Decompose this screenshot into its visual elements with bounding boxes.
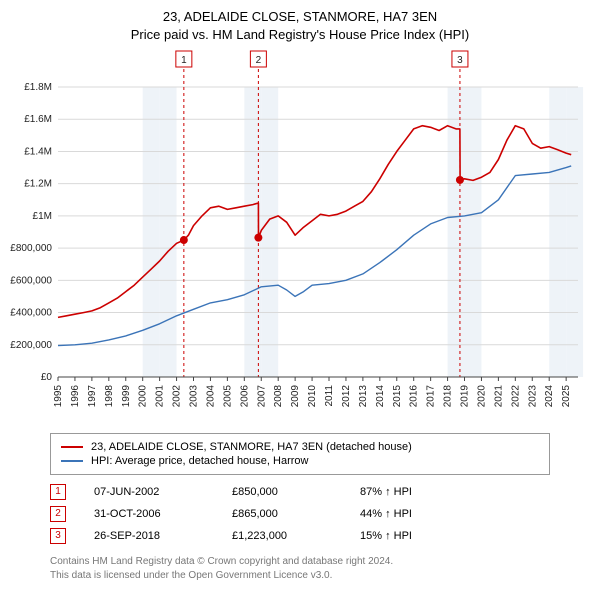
- legend-label-property: 23, ADELAIDE CLOSE, STANMORE, HA7 3EN (d…: [91, 441, 412, 453]
- tx-date: 07-JUN-2002: [94, 486, 204, 498]
- svg-text:2014: 2014: [375, 385, 386, 408]
- svg-text:2004: 2004: [205, 385, 216, 408]
- tx-marker-1: 1: [50, 484, 66, 500]
- chart-area: £0 £200,000 £400,000 £600,000 £800,000 £1M £1.…: [10, 47, 590, 427]
- table-row: 3 26-SEP-2018 £1,223,000 15% ↑ HPI: [50, 525, 550, 547]
- legend-swatch-hpi: [61, 460, 83, 462]
- svg-text:2019: 2019: [460, 385, 471, 408]
- chart-title: 23, ADELAIDE CLOSE, STANMORE, HA7 3EN Pr…: [10, 8, 590, 43]
- svg-text:2022: 2022: [510, 385, 521, 408]
- svg-text:2003: 2003: [189, 385, 200, 408]
- transaction-table: 1 07-JUN-2002 £850,000 87% ↑ HPI 2 31-OC…: [50, 481, 550, 547]
- svg-text:2: 2: [256, 55, 262, 66]
- svg-text:2010: 2010: [307, 385, 318, 408]
- svg-text:2013: 2013: [358, 385, 369, 408]
- svg-text:1997: 1997: [87, 385, 98, 408]
- chart-svg: £0 £200,000 £400,000 £600,000 £800,000 £1M £1.…: [10, 47, 590, 427]
- tx-date: 26-SEP-2018: [94, 530, 204, 542]
- svg-text:2021: 2021: [493, 385, 504, 408]
- svg-text:£400,000: £400,000: [10, 308, 52, 319]
- svg-text:2020: 2020: [476, 385, 487, 408]
- svg-text:2025: 2025: [561, 385, 572, 408]
- svg-text:£600,000: £600,000: [10, 275, 52, 286]
- svg-text:1999: 1999: [121, 385, 132, 408]
- legend-swatch-property: [61, 446, 83, 448]
- footer-line-1: Contains HM Land Registry data © Crown c…: [50, 555, 550, 569]
- svg-text:2016: 2016: [409, 385, 420, 408]
- svg-text:£1M: £1M: [33, 211, 52, 222]
- tx-price: £865,000: [232, 508, 332, 520]
- table-row: 1 07-JUN-2002 £850,000 87% ↑ HPI: [50, 481, 550, 503]
- tx-delta: 44% ↑ HPI: [360, 508, 460, 520]
- svg-text:£200,000: £200,000: [10, 340, 52, 351]
- legend-row-hpi: HPI: Average price, detached house, Harr…: [61, 454, 539, 468]
- svg-text:£1.2M: £1.2M: [24, 179, 52, 190]
- svg-text:£1.6M: £1.6M: [24, 114, 52, 125]
- svg-text:2006: 2006: [239, 385, 250, 408]
- svg-text:2023: 2023: [527, 385, 538, 408]
- svg-text:2005: 2005: [222, 385, 233, 408]
- svg-text:1998: 1998: [104, 385, 115, 408]
- legend-label-hpi: HPI: Average price, detached house, Harr…: [91, 455, 308, 467]
- tx-price: £1,223,000: [232, 530, 332, 542]
- svg-text:3: 3: [457, 55, 463, 66]
- svg-text:2000: 2000: [138, 385, 149, 408]
- svg-text:£1.8M: £1.8M: [24, 82, 52, 93]
- tx-delta: 87% ↑ HPI: [360, 486, 460, 498]
- svg-text:2011: 2011: [324, 385, 335, 407]
- footer: Contains HM Land Registry data © Crown c…: [50, 555, 550, 582]
- tx-delta: 15% ↑ HPI: [360, 530, 460, 542]
- svg-text:2001: 2001: [155, 385, 166, 408]
- svg-text:2008: 2008: [273, 385, 284, 408]
- title-line-1: 23, ADELAIDE CLOSE, STANMORE, HA7 3EN: [10, 8, 590, 26]
- tx-date: 31-OCT-2006: [94, 508, 204, 520]
- table-row: 2 31-OCT-2006 £865,000 44% ↑ HPI: [50, 503, 550, 525]
- svg-text:2018: 2018: [443, 385, 454, 408]
- chart-container: 23, ADELAIDE CLOSE, STANMORE, HA7 3EN Pr…: [0, 0, 600, 592]
- footer-line-2: This data is licensed under the Open Gov…: [50, 569, 550, 583]
- tx-marker-2: 2: [50, 506, 66, 522]
- tx-price: £850,000: [232, 486, 332, 498]
- svg-text:1995: 1995: [53, 385, 64, 408]
- svg-text:1: 1: [181, 55, 187, 66]
- svg-text:1996: 1996: [70, 385, 81, 408]
- svg-text:2007: 2007: [256, 385, 267, 408]
- tx-marker-3: 3: [50, 528, 66, 544]
- svg-text:2012: 2012: [341, 385, 352, 408]
- svg-text:2017: 2017: [426, 385, 437, 408]
- title-line-2: Price paid vs. HM Land Registry's House …: [10, 26, 590, 44]
- svg-text:£0: £0: [41, 372, 53, 383]
- svg-text:£1.4M: £1.4M: [24, 147, 52, 158]
- svg-text:2002: 2002: [172, 385, 183, 408]
- legend: 23, ADELAIDE CLOSE, STANMORE, HA7 3EN (d…: [50, 433, 550, 475]
- svg-text:2009: 2009: [290, 385, 301, 408]
- svg-text:2015: 2015: [392, 385, 403, 408]
- legend-row-property: 23, ADELAIDE CLOSE, STANMORE, HA7 3EN (d…: [61, 440, 539, 454]
- svg-text:2024: 2024: [544, 385, 555, 408]
- svg-text:£800,000: £800,000: [10, 243, 52, 254]
